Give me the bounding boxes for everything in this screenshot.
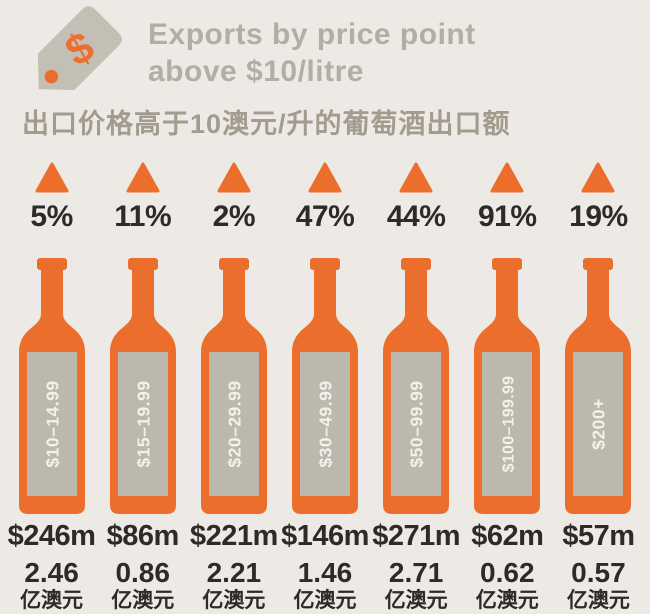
page-subtitle-chinese: 出口价格高于10澳元/升的葡萄酒出口额 <box>22 109 511 139</box>
growth-up-triangle-icon <box>217 162 251 193</box>
price-column-3: 2% $20–29.99 $221m 2.21 亿澳元 <box>188 152 279 612</box>
unit-label-chinese: 亿澳元 <box>293 589 357 612</box>
price-column-4: 47% $30–49.99 $146m 1.46 亿澳元 <box>279 152 370 612</box>
growth-up-triangle-icon <box>126 162 160 193</box>
growth-percent: 11% <box>114 200 172 233</box>
export-value-aud-millions: $221m <box>189 520 278 552</box>
page-title: Exports by price point above $10/litre <box>148 16 476 90</box>
export-value-aud-millions: $62m <box>471 520 544 552</box>
price-tag-icon: $ <box>16 0 128 117</box>
price-range-label: $200+ <box>589 398 609 450</box>
growth-percent: 2% <box>212 200 256 233</box>
unit-label-chinese: 亿澳元 <box>20 589 84 612</box>
unit-label-chinese: 亿澳元 <box>111 589 175 612</box>
price-column-6: 91% $100–199.99 $62m 0.62 亿澳元 <box>462 152 553 612</box>
export-value-yi-aud: 2.46 <box>24 557 79 588</box>
wine-bottle-icon: $50–99.99 <box>383 258 450 514</box>
price-range-label: $20–29.99 <box>224 380 244 467</box>
price-column-7: 19% $200+ $57m 0.57 亿澳元 <box>553 152 644 612</box>
price-range-label: $50–99.99 <box>407 380 427 467</box>
growth-percent: 91% <box>478 200 537 233</box>
export-value-yi-aud: 0.57 <box>571 557 626 588</box>
growth-percent: 47% <box>295 200 355 233</box>
unit-label-chinese: 亿澳元 <box>202 589 266 612</box>
wine-bottle-icon: $15–19.99 <box>109 258 176 514</box>
bottle-label <box>26 352 77 496</box>
growth-up-triangle-icon <box>581 162 615 193</box>
price-range-label: $10–14.99 <box>42 380 62 467</box>
bottle-chart: 5% $10–14.99 $246m 2.46 亿澳元 11% $15–19.9… <box>0 152 650 612</box>
price-column-1: 5% $10–14.99 $246m 2.46 亿澳元 <box>6 152 97 612</box>
growth-percent: 19% <box>569 200 628 233</box>
export-value-yi-aud: 2.21 <box>206 557 262 588</box>
unit-label-chinese: 亿澳元 <box>384 589 448 612</box>
growth-up-triangle-icon <box>399 162 433 193</box>
bottle-label <box>573 352 624 496</box>
wine-bottle-icon: $30–49.99 <box>291 258 358 514</box>
export-value-aud-millions: $271m <box>372 520 461 552</box>
growth-percent: 44% <box>386 200 446 233</box>
growth-up-triangle-icon <box>490 162 524 193</box>
title-line-1: Exports by price point <box>148 18 476 51</box>
price-column-2: 11% $15–19.99 $86m 0.86 亿澳元 <box>97 152 188 612</box>
wine-bottle-icon: $200+ <box>565 258 632 514</box>
export-value-yi-aud: 1.46 <box>297 557 353 588</box>
growth-percent: 5% <box>30 200 73 233</box>
export-value-aud-millions: $146m <box>281 520 369 552</box>
price-range-label: $100–199.99 <box>501 376 518 473</box>
wine-bottle-icon: $100–199.99 <box>474 258 541 514</box>
bottle-label <box>482 352 533 496</box>
export-value-yi-aud: 2.71 <box>388 557 444 588</box>
header: $ Exports by price point above $10/litre… <box>0 0 650 152</box>
export-value-aud-millions: $246m <box>7 520 96 552</box>
export-value-yi-aud: 0.86 <box>115 557 170 588</box>
price-range-label: $15–19.99 <box>133 380 153 467</box>
bottle-label <box>117 352 168 496</box>
unit-label-chinese: 亿澳元 <box>566 589 630 612</box>
bottle-label <box>391 352 442 496</box>
wine-bottle-icon: $20–29.99 <box>200 258 267 514</box>
export-value-aud-millions: $86m <box>106 520 180 552</box>
bottle-label <box>299 352 350 496</box>
wine-bottle-icon: $10–14.99 <box>18 258 85 514</box>
export-value-yi-aud: 0.62 <box>480 557 535 588</box>
title-line-2: above $10/litre <box>148 55 364 88</box>
growth-up-triangle-icon <box>308 162 342 193</box>
price-range-label: $30–49.99 <box>315 380 335 467</box>
unit-label-chinese: 亿澳元 <box>475 589 539 612</box>
tag-hole-dot <box>44 69 59 84</box>
price-column-5: 44% $50–99.99 $271m 2.71 亿澳元 <box>371 152 462 612</box>
export-value-aud-millions: $57m <box>562 520 635 552</box>
growth-up-triangle-icon <box>35 162 69 193</box>
bottle-label <box>208 352 259 496</box>
